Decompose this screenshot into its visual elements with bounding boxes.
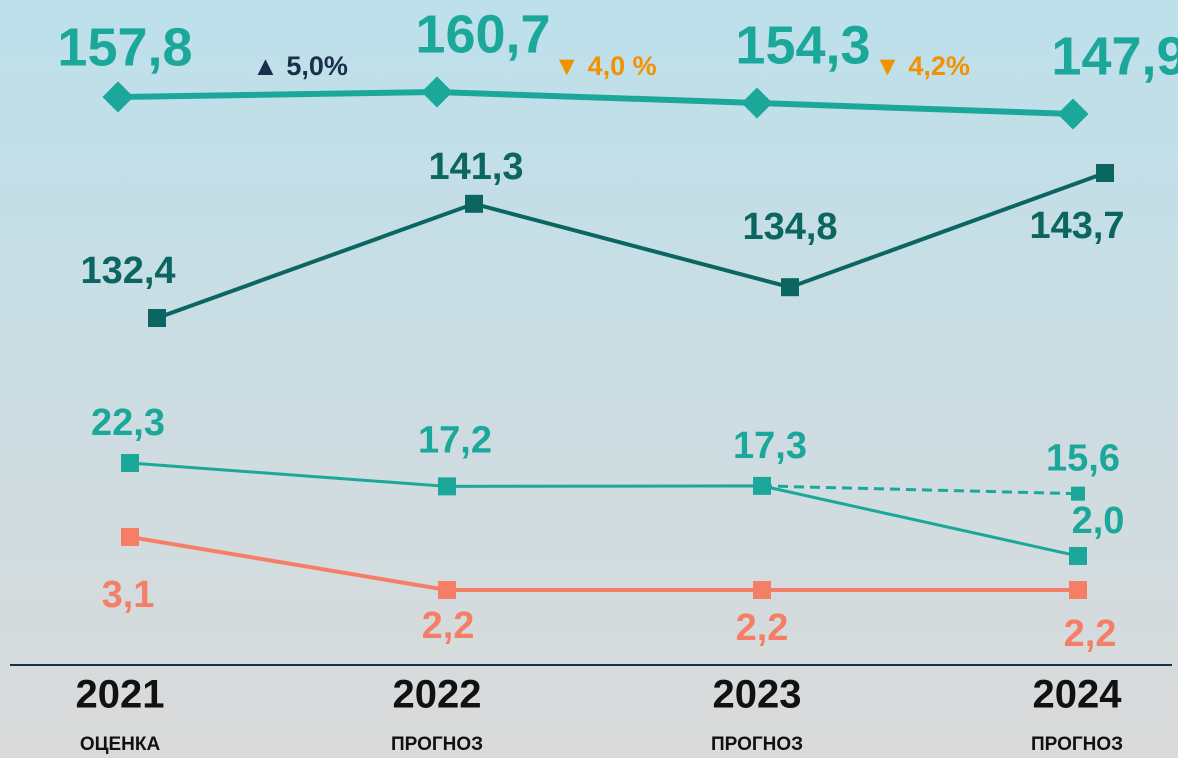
change-annotation: ▼ 4,0 % <box>553 51 656 81</box>
marker <box>148 309 166 327</box>
marker <box>781 278 799 297</box>
change-annotation: ▼ 4,2% <box>874 51 970 81</box>
marker <box>121 528 139 546</box>
data-label: 132,4 <box>80 250 175 292</box>
marker <box>753 476 771 495</box>
marker <box>102 81 134 113</box>
marker <box>753 581 771 599</box>
marker <box>1069 547 1087 565</box>
data-label: 15,6 <box>1046 438 1120 480</box>
data-label: 147,9 <box>1051 26 1178 86</box>
series-line <box>156 171 1106 320</box>
category-note: ПРОГНОЗ <box>391 734 483 755</box>
data-label: 2,2 <box>736 607 789 649</box>
data-label: 22,3 <box>91 402 165 444</box>
marker <box>421 76 453 108</box>
category-label: 2023 <box>713 673 802 717</box>
data-label: 3,1 <box>102 574 155 616</box>
projection-line <box>761 484 1079 496</box>
category-label: 2024 <box>1033 673 1123 717</box>
change-annotation: ▲ 5,0% <box>252 51 348 81</box>
data-label: 17,2 <box>418 419 492 461</box>
marker <box>438 477 456 496</box>
category-note: ПРОГНОЗ <box>711 734 803 755</box>
data-label: 2,2 <box>422 605 475 647</box>
category-label: 2022 <box>393 673 482 717</box>
series-line <box>129 461 1079 558</box>
data-label: 143,7 <box>1029 205 1124 247</box>
category-note: ОЦЕНКА <box>80 734 161 755</box>
marker <box>1071 486 1085 501</box>
series-line <box>129 535 1078 592</box>
data-label: 160,7 <box>415 4 550 64</box>
marker <box>438 581 456 599</box>
category-note: ПРОГНОЗ <box>1031 734 1123 755</box>
marker <box>1069 581 1087 599</box>
data-label: 157,8 <box>57 17 192 77</box>
data-label: 17,3 <box>733 425 807 467</box>
category-label: 2021 <box>76 673 165 717</box>
marker <box>1096 164 1114 182</box>
marker <box>465 194 483 213</box>
series-line <box>117 88 1074 117</box>
marker <box>121 454 139 472</box>
data-label: 141,3 <box>428 146 523 188</box>
data-label: 2,0 <box>1072 500 1125 542</box>
data-label: 2,2 <box>1064 613 1117 655</box>
data-label: 154,3 <box>735 15 870 75</box>
data-label: 134,8 <box>742 206 837 248</box>
